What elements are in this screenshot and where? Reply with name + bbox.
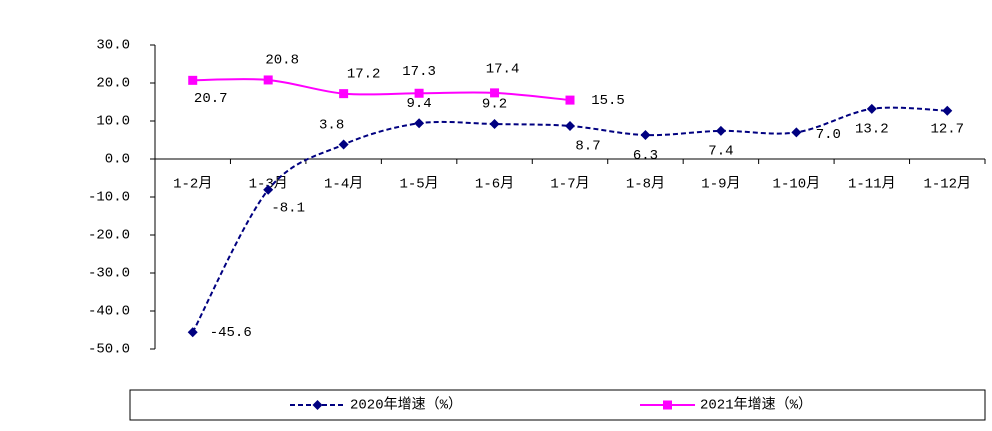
legend-label: 2021年增速（%） xyxy=(700,397,812,414)
data-label: 17.3 xyxy=(402,64,436,80)
x-tick-label: 1-8月 xyxy=(626,176,665,193)
x-tick-label: 1-4月 xyxy=(324,176,363,193)
point xyxy=(565,120,575,131)
x-tick-label: 1-3月 xyxy=(249,176,288,193)
y-tick-label: -40.0 xyxy=(88,304,130,320)
y-tick-label: -50.0 xyxy=(88,342,130,358)
x-tick-label: 1-5月 xyxy=(399,176,438,193)
x-tick-label: 1-9月 xyxy=(701,176,740,193)
point xyxy=(414,118,425,129)
point xyxy=(187,327,198,338)
legend-label: 2020年增速（%） xyxy=(350,397,462,414)
point xyxy=(866,103,877,114)
y-tick-label: 20.0 xyxy=(96,76,130,92)
x-tick-label: 1-11月 xyxy=(848,176,896,193)
y-tick-label: -10.0 xyxy=(88,190,130,206)
data-label: 8.7 xyxy=(575,139,600,155)
point xyxy=(715,125,726,136)
legend-box xyxy=(129,389,986,421)
x-tick-label: 1-7月 xyxy=(550,176,589,193)
data-label: 6.3 xyxy=(633,148,658,164)
data-label: 7.4 xyxy=(708,144,733,160)
data-label: 9.2 xyxy=(482,97,507,113)
x-tick-label: 1-10月 xyxy=(773,176,821,193)
point xyxy=(489,119,500,130)
point xyxy=(942,105,953,116)
series-line xyxy=(192,78,571,102)
point xyxy=(490,88,500,98)
data-label: 15.5 xyxy=(591,93,625,109)
x-tick-label: 1-6月 xyxy=(475,176,514,193)
data-label: 9.4 xyxy=(406,96,431,112)
y-tick-label: 10.0 xyxy=(96,114,130,130)
y-tick-label: -20.0 xyxy=(88,228,130,244)
y-tick-label: 30.0 xyxy=(96,38,130,54)
point xyxy=(640,130,651,141)
data-label: -45.6 xyxy=(210,325,252,341)
data-label: 12.7 xyxy=(930,121,964,137)
point xyxy=(414,88,424,98)
point xyxy=(791,127,802,138)
point xyxy=(338,139,349,150)
point xyxy=(188,75,198,85)
data-label: 3.8 xyxy=(319,117,344,133)
data-label: 17.4 xyxy=(486,62,520,78)
data-label: 20.8 xyxy=(265,53,299,69)
data-label: -8.1 xyxy=(271,200,305,216)
legend-marker xyxy=(312,400,323,410)
point xyxy=(339,89,349,99)
data-label: 7.0 xyxy=(816,127,841,143)
data-label: 17.2 xyxy=(347,66,381,82)
y-tick-label: 0.0 xyxy=(105,152,130,168)
x-tick-label: 1-2月 xyxy=(173,176,212,193)
data-label: 13.2 xyxy=(855,122,889,138)
legend-marker xyxy=(663,400,672,410)
series-line xyxy=(191,106,948,333)
point xyxy=(263,184,274,195)
point xyxy=(565,95,575,105)
x-tick-label: 1-12月 xyxy=(923,176,971,193)
data-label: 20.7 xyxy=(194,91,228,107)
point xyxy=(263,75,273,85)
y-tick-label: -30.0 xyxy=(88,266,130,282)
